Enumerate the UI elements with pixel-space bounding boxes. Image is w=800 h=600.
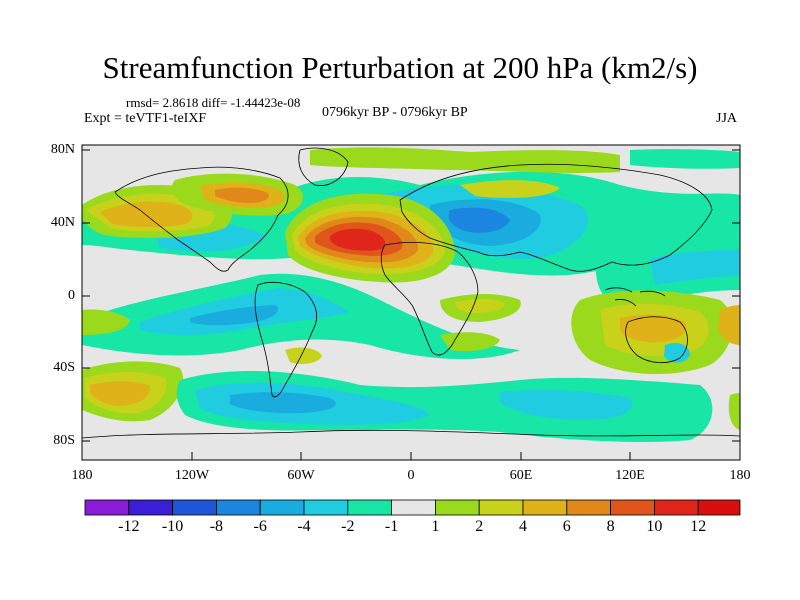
south-pacific-high: [82, 309, 130, 335]
colorbar-swatch-14: [697, 499, 741, 516]
colorbar-swatch-7: [391, 499, 436, 516]
colorbar-swatch-6: [347, 499, 392, 516]
lat-label: 80S: [53, 433, 75, 448]
plot-title: Streamfunction Perturbation at 200 hPa (…: [102, 50, 698, 85]
stats-text: rmsd= 2.8618 diff= -1.44423e-08: [126, 95, 301, 110]
arctic-band: [310, 147, 620, 173]
colorbar-label: -10: [161, 518, 184, 535]
coastline-greenland: [298, 147, 349, 186]
colorbar-swatch-10: [522, 499, 568, 516]
colorbar-swatch-5: [303, 499, 349, 516]
lat-label: 0: [68, 288, 75, 303]
colorbar-label: 12: [690, 518, 707, 535]
coastline-south-america: [254, 281, 318, 398]
coastline-africa: [380, 241, 479, 356]
southern-ocean-low-2: [195, 382, 633, 425]
coastline-eurasia: [399, 163, 713, 272]
axis-ticks: [81, 149, 741, 460]
colorbar-label: 8: [606, 518, 615, 535]
south-pacific-high-2: [718, 305, 740, 345]
season-label: JJA: [716, 111, 738, 126]
east-pacific-cyan-2: [650, 250, 740, 285]
colorbar-swatch-9: [478, 499, 524, 516]
colorbar-swatch-2: [172, 499, 217, 516]
colorbar-label: 1: [431, 518, 440, 535]
colorbar-label: -1: [384, 518, 399, 535]
period-label: 0796kyr BP - 0796kyr BP: [322, 105, 468, 120]
colorbar-label: 4: [519, 518, 527, 535]
colorbar-swatch-13: [654, 499, 699, 516]
indian-ocean-high-2: [455, 299, 505, 313]
north-america-high-6: [215, 187, 269, 203]
australia-high-6: [620, 314, 687, 343]
lon-label: 60W: [287, 468, 315, 483]
south-pacific-high-low-3: [90, 381, 151, 406]
coastlines: [82, 147, 740, 439]
south-america-high: [285, 347, 322, 364]
colorbar-label: -6: [253, 518, 267, 535]
lon-label: 60E: [509, 468, 533, 483]
lon-label: 180: [71, 468, 93, 483]
southern-ocean-low-3: [230, 392, 336, 414]
colorbar-swatch-11: [566, 499, 611, 516]
north-pacific-high-6: [100, 201, 193, 227]
colorbar-swatch-0: [84, 499, 130, 516]
colorbar-swatch-3: [215, 499, 261, 516]
middle-east-low-core: [448, 207, 510, 233]
colorbar-label: -2: [341, 518, 355, 535]
south-atlantic-high: [440, 332, 500, 352]
lon-label: 120E: [615, 468, 645, 483]
colorbar-swatch-1: [128, 499, 174, 516]
colorbar-swatch-4: [259, 499, 305, 516]
australia-cyan-patch: [664, 343, 690, 363]
coastline-north-america: [114, 166, 289, 272]
lat-label: 40S: [53, 360, 75, 375]
tropical-low-core: [190, 305, 279, 326]
coastline-indonesia: [604, 287, 666, 307]
lon-label: 0: [407, 468, 415, 483]
experiment-label: Expt = teVTF1-teIXF: [84, 111, 207, 126]
colorbar: [84, 499, 741, 516]
colorbar-label: -12: [118, 518, 140, 535]
lat-label: 40N: [50, 215, 75, 230]
colorbar-label: 2: [475, 518, 484, 535]
north-atlantic-high-10: [329, 228, 386, 251]
arctic-band-cyan: [630, 149, 740, 169]
colorbar-swatch-8: [434, 499, 480, 516]
lon-label: 180: [729, 468, 751, 483]
lon-label: 120W: [174, 468, 210, 483]
colorbar-label: 10: [646, 518, 663, 535]
coastline-antarctica: [82, 429, 740, 439]
south-west-pacific-high: [728, 393, 740, 430]
arctic-band-2: [460, 180, 560, 198]
colorbar-label: 6: [562, 518, 571, 535]
coastline-australia: [625, 316, 688, 364]
colorbar-label: -4: [297, 518, 311, 535]
lat-label: 80N: [50, 142, 75, 157]
colorbar-label: -8: [209, 518, 224, 535]
colorbar-swatch-12: [610, 499, 655, 516]
